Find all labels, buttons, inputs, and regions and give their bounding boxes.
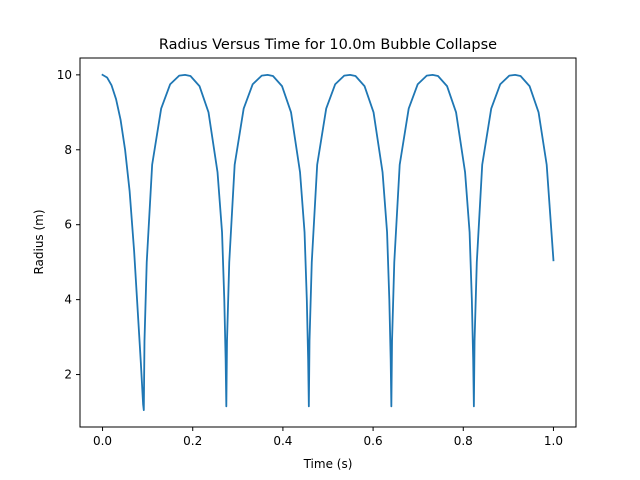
x-axis-ticks: 0.0 0.2 0.4 0.6 0.8 1.0 bbox=[93, 427, 563, 448]
x-axis-label: Time (s) bbox=[303, 457, 353, 471]
x-tick-label: 0.4 bbox=[273, 434, 292, 448]
series-line-0 bbox=[101, 73, 555, 412]
y-tick-label: 4 bbox=[64, 293, 72, 307]
x-tick-label: 0.8 bbox=[454, 434, 473, 448]
plot-area-frame bbox=[79, 57, 577, 428]
y-tick-label: 10 bbox=[57, 68, 72, 82]
x-tick-label: 0.2 bbox=[183, 434, 202, 448]
y-tick-label: 6 bbox=[64, 218, 72, 232]
x-tick-label: 1.0 bbox=[544, 434, 563, 448]
y-axis-label: Radius (m) bbox=[32, 209, 46, 274]
series-layer bbox=[101, 73, 555, 412]
y-tick-label: 2 bbox=[64, 368, 72, 382]
y-axis-ticks: 2 4 6 8 10 bbox=[57, 68, 80, 382]
x-tick-label: 0.0 bbox=[93, 434, 112, 448]
chart-title: Radius Versus Time for 10.0m Bubble Coll… bbox=[159, 37, 497, 53]
x-tick-label: 0.6 bbox=[364, 434, 383, 448]
y-tick-label: 8 bbox=[64, 143, 72, 157]
